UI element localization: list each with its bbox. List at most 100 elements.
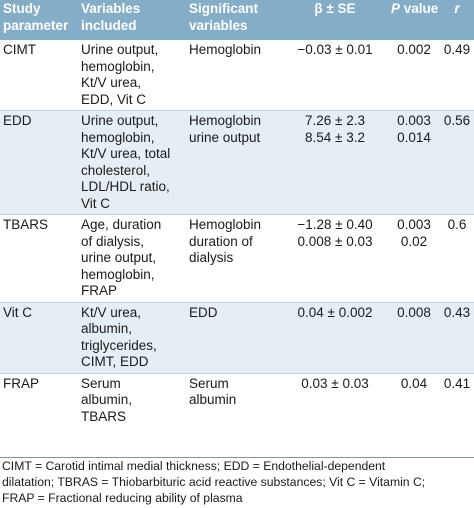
cell-text-line: Hemoglobin [189, 217, 262, 232]
cell-text-line: 0.6 [447, 217, 467, 232]
cell-text-line: FRAP [3, 375, 40, 391]
cell-significant-variables: EDD [186, 301, 282, 373]
table-row: Vit C Kt/V urea, albumin, triglycerides, CIM… [0, 301, 474, 373]
header-p-value: P value [391, 1, 439, 16]
cell-text-line: urine output [189, 129, 261, 145]
cell-text-line: TBARS [81, 408, 127, 424]
results-table-container: Study parameter Variables included Signi… [0, 0, 474, 427]
cell-variables-included: Urine output, hemoglobin, Kt/V urea, total… [78, 110, 186, 215]
cell-text-line: 0.008 ± 0.03 [297, 233, 373, 249]
cell-significant-variables: Serum albumin [186, 372, 282, 427]
table-body: CIMT Urine output, hemoglobin, Kt/V urea, ED… [0, 40, 474, 427]
cell-p-value: 0.003 0.02 [388, 214, 440, 302]
cell-significant-variables: Hemoglobin [186, 40, 282, 111]
cell-study-parameter: FRAP [0, 372, 78, 427]
cell-text-line: albumin [189, 392, 237, 407]
cell-text-line: 0.003 [397, 113, 431, 128]
cell-beta-se: 7.26 ± 2.3 8.54 ± 3.2 [282, 110, 388, 215]
footnote-line: FRAP = Fractional reducing ability of pl… [2, 491, 243, 505]
cell-text-line: hemoglobin, [81, 58, 155, 74]
cell-beta-se: 0.04 ± 0.002 [282, 301, 388, 373]
cell-text-line: 7.26 ± 2.3 [305, 113, 365, 128]
cell-p-value: 0.008 [388, 301, 440, 373]
cell-text-line: duration of [189, 233, 253, 249]
cell-text-line: FRAP [81, 283, 118, 298]
cell-text-line: −0.03 ± 0.01 [297, 42, 373, 57]
cell-r: 0.49 [440, 40, 474, 111]
cell-text-line: 0.008 [397, 304, 431, 320]
p-letter: P [391, 1, 401, 16]
footnote-divider [0, 457, 474, 458]
cell-text-line: 0.56 [443, 113, 471, 128]
cell-text-line: Vit C [3, 304, 33, 320]
cell-text-line: hemoglobin, [81, 266, 155, 282]
cell-text-line: 0.04 [400, 375, 428, 391]
cell-r: 0.6 [440, 214, 474, 302]
cell-text-line: CIMT [3, 42, 36, 57]
cell-text-line: 0.41 [443, 375, 471, 391]
cell-text-line: urine output, [81, 250, 157, 265]
cell-beta-se: 0.03 ± 0.03 [282, 372, 388, 427]
cell-text-line: 0.002 [397, 42, 431, 57]
cell-variables-included: Kt/V urea, albumin, triglycerides, CIMT, ED… [78, 301, 186, 373]
table-header-row: Study parameter Variables included Signi… [0, 0, 474, 40]
cell-text-line: 0.02 [400, 233, 428, 249]
cell-text-line: 8.54 ± 3.2 [305, 129, 365, 145]
cell-text-line: Serum [189, 375, 229, 391]
cell-text-line: Kt/V urea, [81, 75, 142, 90]
cell-text-line: 0.04 ± 0.002 [297, 304, 373, 320]
cell-variables-included: Urine output, hemoglobin, Kt/V urea, EDD, V… [78, 40, 186, 111]
cell-variables-included: Serum albumin, TBARS [78, 372, 186, 427]
cell-text-line: hemoglobin, [81, 129, 155, 145]
cell-text-line: 0.49 [443, 42, 471, 57]
cell-text-line: triglycerides, [81, 337, 157, 353]
header-study-parameter: Study parameter [3, 1, 69, 33]
cell-text-line: 0.03 ± 0.03 [301, 375, 369, 391]
cell-study-parameter: Vit C [0, 301, 78, 373]
cell-p-value: 0.002 [388, 40, 440, 111]
table-row: CIMT Urine output, hemoglobin, Kt/V urea, ED… [0, 40, 474, 111]
cell-study-parameter: TBARS [0, 214, 78, 302]
cell-text-line: Age, duration [81, 217, 162, 232]
cell-significant-variables: Hemoglobin duration of dialysis [186, 214, 282, 302]
header-r: r [454, 1, 460, 16]
table-footnote: CIMT = Carotid intimal medial thickness;… [0, 458, 474, 506]
cell-significant-variables: Hemoglobin urine output [186, 110, 282, 215]
cell-text-line: TBARS [3, 217, 49, 232]
cell-text-line: Hemoglobin [189, 113, 262, 128]
cell-text-line: 0.003 [397, 217, 431, 232]
cell-text-line: Urine output, [81, 42, 159, 57]
cell-text-line: albumin, [81, 321, 133, 336]
cell-text-line: LDL/HDL ratio, [81, 179, 170, 194]
cell-text-line: EDD [3, 113, 32, 128]
cell-text-line: of dialysis, [81, 233, 145, 249]
table-row: FRAP Serum albumin, TBARS Serum albumin 0.03 ±… [0, 372, 474, 427]
cell-text-line: Kt/V urea, total [81, 146, 171, 161]
cell-r: 0.56 [440, 110, 474, 215]
cell-text-line: −1.28 ± 0.40 [297, 217, 373, 232]
cell-r: 0.43 [440, 301, 474, 373]
table-row: TBARS Age, duration of dialysis, urine outp… [0, 214, 474, 302]
cell-text-line: dialysis [189, 250, 234, 265]
footnote-line: CIMT = Carotid intimal medial thickness;… [2, 459, 386, 473]
cell-text-line: CIMT, EDD [81, 354, 149, 369]
header-significant-variables: Significant variables [189, 1, 259, 33]
cell-text-line: Kt/V urea, [81, 304, 142, 320]
cell-text-line: cholesterol, [81, 162, 151, 178]
cell-beta-se: −1.28 ± 0.40 0.008 ± 0.03 [282, 214, 388, 302]
cell-text-line: Hemoglobin [189, 42, 262, 57]
cell-study-parameter: EDD [0, 110, 78, 215]
cell-text-line: EDD, Vit C [81, 91, 147, 107]
cell-text-line: Vit C [81, 195, 111, 211]
cell-text-line: Urine output, [81, 113, 159, 128]
cell-r: 0.41 [440, 372, 474, 427]
cell-text-line: albumin, [81, 392, 133, 407]
header-variables-included: Variables included [81, 1, 141, 33]
header-beta-se: β ± SE [314, 1, 356, 16]
footnote-line: dilatation; TBRAS = Thiobarbituric acid … [2, 475, 426, 489]
regression-results-table: Study parameter Variables included Signi… [0, 0, 474, 427]
cell-study-parameter: CIMT [0, 40, 78, 111]
cell-p-value: 0.003 0.014 [388, 110, 440, 215]
cell-p-value: 0.04 [388, 372, 440, 427]
cell-text-line: Serum [81, 375, 121, 391]
